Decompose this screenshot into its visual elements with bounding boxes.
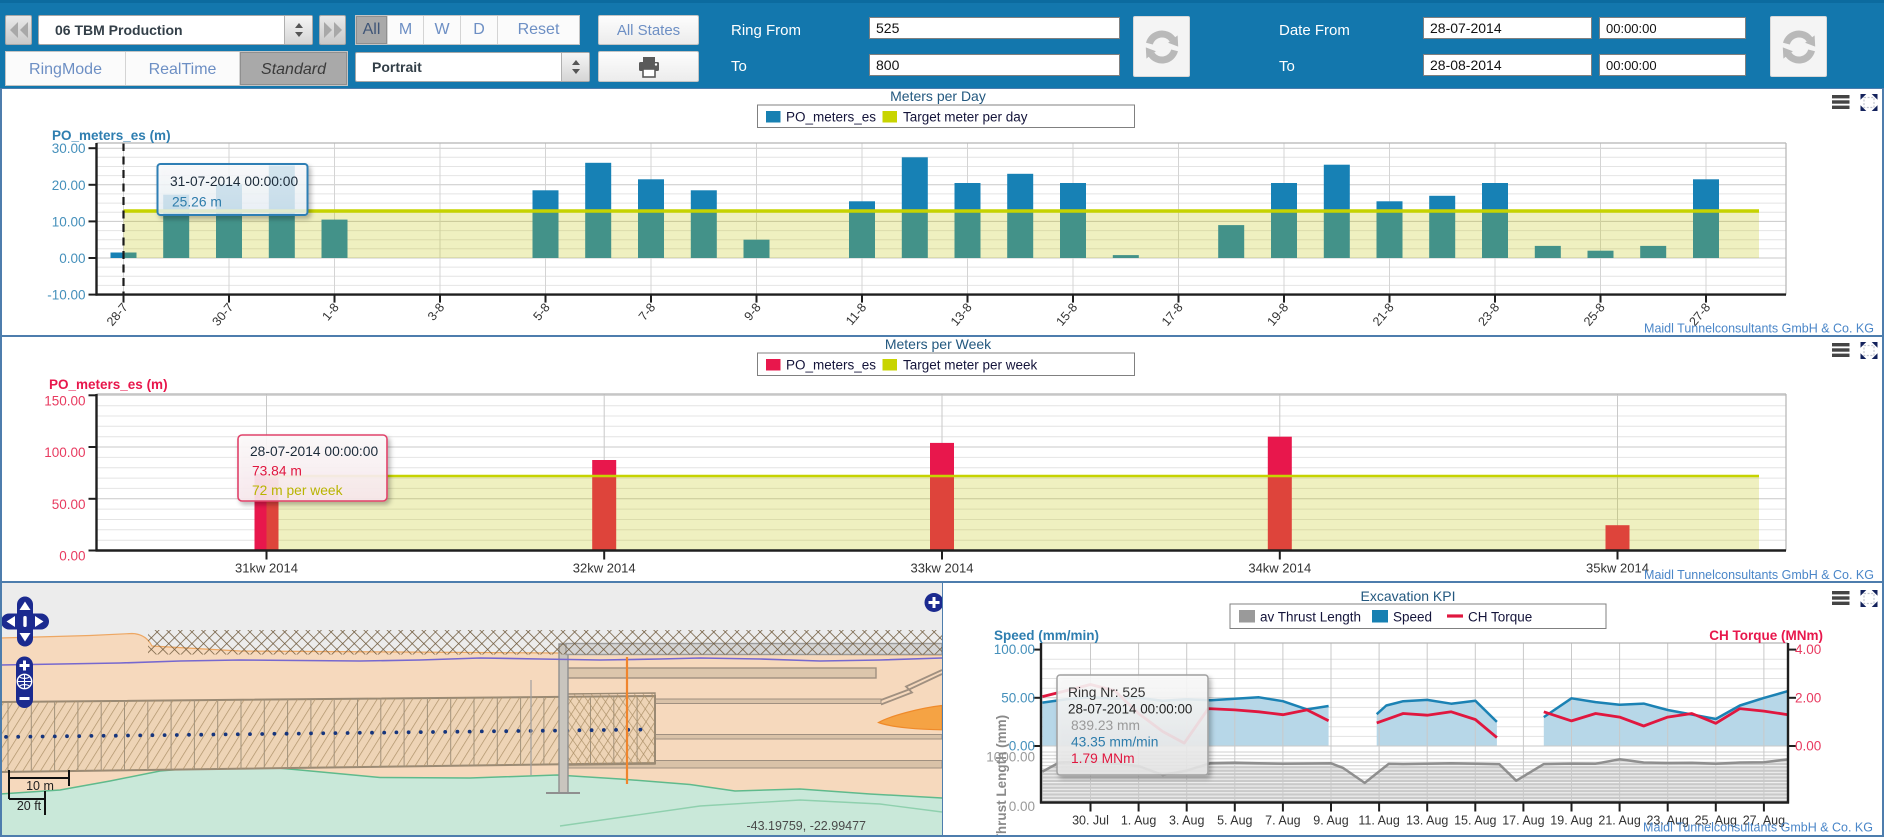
svg-text:Maidl Tunnelconsultants GmbH &: Maidl Tunnelconsultants GmbH & Co. KG — [1643, 821, 1873, 835]
svg-text:23-8: 23-8 — [1475, 301, 1502, 329]
svg-text:73.84 m: 73.84 m — [252, 464, 302, 479]
svg-text:4.00: 4.00 — [1795, 642, 1821, 657]
svg-text:25-8: 25-8 — [1581, 301, 1608, 329]
svg-text:1.79 MNm: 1.79 MNm — [1071, 751, 1135, 766]
svg-text:PO_meters_es (m): PO_meters_es (m) — [52, 128, 171, 143]
svg-text:Target meter per week: Target meter per week — [903, 358, 1038, 373]
svg-text:0.00: 0.00 — [59, 251, 85, 266]
svg-text:PO_meters_es (m): PO_meters_es (m) — [49, 377, 168, 392]
svg-text:43.35 mm/min: 43.35 mm/min — [1071, 735, 1158, 750]
svg-text:Speed (mm/min): Speed (mm/min) — [994, 628, 1099, 643]
svg-text:25.26 m: 25.26 m — [172, 195, 222, 210]
svg-text:100.00: 100.00 — [994, 642, 1035, 657]
svg-text:150.00: 150.00 — [44, 393, 85, 408]
svg-text:3. Aug: 3. Aug — [1169, 814, 1204, 828]
svg-text:0.00: 0.00 — [1009, 799, 1035, 814]
svg-text:31kw 2014: 31kw 2014 — [235, 561, 298, 576]
svg-text:0.00: 0.00 — [59, 549, 85, 564]
svg-text:20.00: 20.00 — [52, 178, 86, 193]
svg-text:17. Aug: 17. Aug — [1502, 814, 1544, 828]
svg-text:11-8: 11-8 — [843, 300, 869, 327]
svg-text:9. Aug: 9. Aug — [1313, 814, 1348, 828]
svg-text:CH Torque (MNm): CH Torque (MNm) — [1709, 628, 1823, 643]
svg-text:13-8: 13-8 — [948, 301, 975, 329]
svg-text:23. Aug: 23. Aug — [1646, 814, 1688, 828]
svg-text:20 ft: 20 ft — [17, 799, 42, 813]
svg-text:Maidl Tunnelconsultants GmbH &: Maidl Tunnelconsultants GmbH & Co. KG — [1644, 568, 1874, 582]
svg-text:av Thrust Length (mm): av Thrust Length (mm) — [994, 715, 1009, 837]
svg-text:28-7: 28-7 — [104, 301, 131, 329]
svg-text:30.00: 30.00 — [52, 141, 86, 156]
svg-text:21. Aug: 21. Aug — [1598, 814, 1640, 828]
svg-text:Excavation KPI: Excavation KPI — [1361, 588, 1456, 604]
svg-text:PO_meters_es: PO_meters_es — [786, 358, 876, 373]
svg-text:Target meter per day: Target meter per day — [903, 110, 1028, 125]
svg-text:25. Aug: 25. Aug — [1695, 814, 1737, 828]
svg-text:34kw 2014: 34kw 2014 — [1248, 561, 1311, 576]
svg-text:15-8: 15-8 — [1053, 301, 1080, 329]
svg-text:1000.00: 1000.00 — [986, 750, 1035, 765]
svg-text:19-8: 19-8 — [1264, 301, 1291, 329]
svg-text:100.00: 100.00 — [44, 445, 85, 460]
svg-text:PO_meters_es: PO_meters_es — [786, 110, 876, 125]
svg-text:Meters per Day: Meters per Day — [890, 88, 986, 104]
svg-text:11. Aug: 11. Aug — [1358, 814, 1400, 828]
svg-text:3-8: 3-8 — [425, 301, 447, 324]
svg-text:7-8: 7-8 — [636, 301, 658, 324]
svg-text:9-8: 9-8 — [741, 301, 763, 324]
svg-text:839.23 mm: 839.23 mm — [1071, 718, 1140, 733]
svg-text:50.00: 50.00 — [52, 497, 86, 512]
svg-text:31-07-2014 00:00:00: 31-07-2014 00:00:00 — [170, 174, 298, 189]
svg-text:av Thrust Length: av Thrust Length — [1260, 610, 1361, 625]
svg-text:10 m: 10 m — [26, 779, 54, 793]
svg-text:28-07-2014 00:00:00: 28-07-2014 00:00:00 — [1068, 702, 1192, 717]
svg-text:1-8: 1-8 — [319, 301, 341, 324]
svg-text:17-8: 17-8 — [1159, 301, 1186, 329]
svg-text:15. Aug: 15. Aug — [1454, 814, 1496, 828]
svg-text:0.00: 0.00 — [1009, 739, 1035, 754]
svg-text:13. Aug: 13. Aug — [1406, 814, 1448, 828]
svg-text:33kw 2014: 33kw 2014 — [911, 561, 974, 576]
svg-text:30-7: 30-7 — [209, 301, 236, 329]
svg-text:7. Aug: 7. Aug — [1265, 814, 1300, 828]
svg-text:72 m per week: 72 m per week — [252, 483, 343, 498]
svg-text:1. Aug: 1. Aug — [1121, 814, 1156, 828]
svg-text:21-8: 21-8 — [1370, 301, 1397, 329]
svg-text:19. Aug: 19. Aug — [1550, 814, 1592, 828]
svg-text:35kw 2014: 35kw 2014 — [1586, 561, 1649, 576]
svg-text:Meters per Week: Meters per Week — [885, 336, 992, 352]
svg-text:CH Torque: CH Torque — [1468, 610, 1532, 625]
svg-text:Maidl Tunnelconsultants GmbH &: Maidl Tunnelconsultants GmbH & Co. KG — [1644, 322, 1874, 336]
svg-text:28-07-2014 00:00:00: 28-07-2014 00:00:00 — [250, 444, 378, 459]
svg-text:5. Aug: 5. Aug — [1217, 814, 1252, 828]
svg-text:27. Aug: 27. Aug — [1743, 814, 1785, 828]
svg-text:50.00: 50.00 — [1001, 690, 1035, 705]
svg-text:Speed: Speed — [1393, 610, 1432, 625]
svg-text:10.00: 10.00 — [52, 214, 86, 229]
svg-text:-43.19759, -22.99477: -43.19759, -22.99477 — [746, 819, 866, 833]
svg-text:30. Jul: 30. Jul — [1072, 814, 1109, 828]
svg-text:32kw 2014: 32kw 2014 — [573, 561, 636, 576]
svg-text:0.00: 0.00 — [1795, 739, 1821, 754]
svg-text:2.00: 2.00 — [1795, 690, 1821, 705]
svg-text:-10.00: -10.00 — [47, 288, 85, 303]
svg-text:Ring Nr: 525: Ring Nr: 525 — [1068, 685, 1146, 700]
svg-text:5-8: 5-8 — [530, 301, 552, 324]
